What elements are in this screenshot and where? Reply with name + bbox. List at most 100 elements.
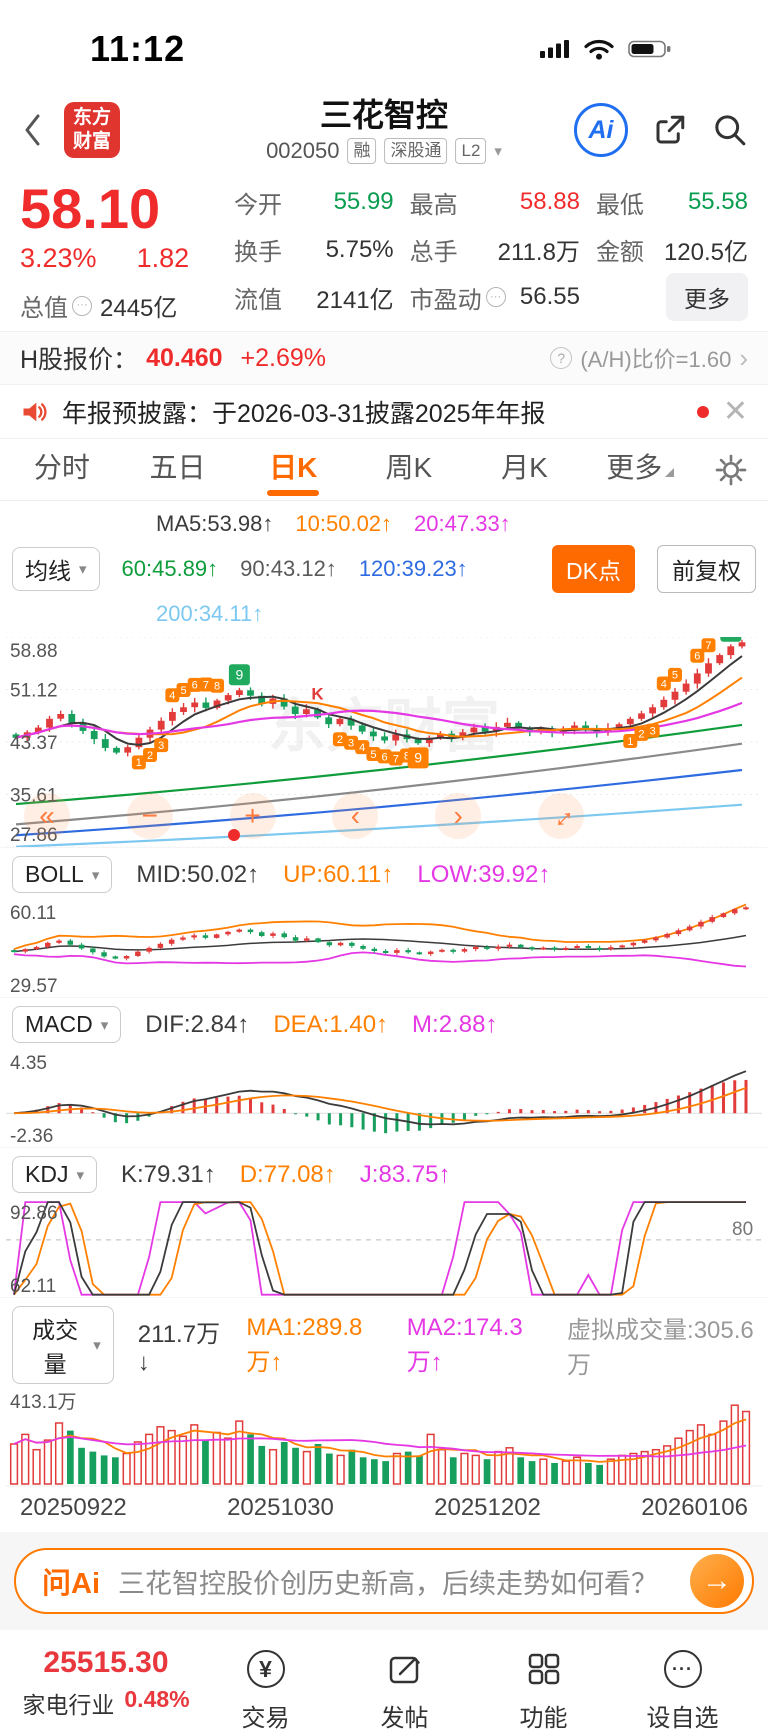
price-block: 58.10 3.23% 1.82 总值 ··· 2445亿 [20, 180, 234, 323]
kdj-d-value: D:77.08↑ [239, 1160, 336, 1188]
svg-text:5: 5 [180, 685, 186, 697]
volume-ma1-value: MA1:289.8万↑ [246, 1313, 363, 1376]
sz-connect-badge: 深股通 [384, 138, 448, 164]
ma-indicator-panel: MA5:53.98↑ 10:50.02↑ 20:47.33↑ 均线 ▾ 60:45… [0, 501, 768, 637]
nav-functions[interactable]: 功能 [474, 1646, 613, 1733]
macd-m-value: M:2.88↑ [412, 1010, 498, 1038]
macd-dif-value: DIF:2.84↑ [145, 1010, 250, 1038]
svg-text:43.37: 43.37 [10, 733, 58, 754]
info-icon[interactable]: ··· [485, 287, 506, 308]
more-button[interactable]: 更多 [666, 273, 748, 322]
zoom-in-button[interactable]: + [227, 793, 276, 842]
tab-five-day[interactable]: 五日 [149, 452, 206, 484]
tab-weekly-k[interactable]: 周K [385, 452, 433, 484]
zoom-out-button[interactable]: − [126, 793, 173, 840]
svg-text:6: 6 [192, 680, 198, 692]
volume-selector[interactable]: 成交量 ▾ [12, 1306, 114, 1385]
svg-text:5: 5 [370, 749, 376, 761]
nav-post[interactable]: 发帖 [335, 1646, 474, 1733]
svg-text:92.86: 92.86 [10, 1203, 58, 1224]
search-button[interactable] [712, 112, 748, 148]
nav-watchlist-label: 设自选 [646, 1705, 719, 1733]
svg-text:K: K [311, 685, 324, 704]
quote-field: 最高 58.88 [410, 180, 580, 224]
tab-monthly-k[interactable]: 月K [501, 452, 548, 484]
help-icon[interactable]: ? [550, 347, 573, 370]
tab-more[interactable]: 更多 [582, 439, 698, 500]
industry-index[interactable]: 25515.30 家电行业 0.48% [16, 1646, 196, 1720]
back-button[interactable] [20, 110, 64, 150]
pan-right-button[interactable]: › [435, 793, 482, 840]
ask-ai-bar[interactable]: 问Ai 三花智控股价创历史新高，后续走势如何看？ → [14, 1548, 754, 1615]
boll-low-value: LOW:39.92↑ [417, 860, 551, 888]
chart-period-tabs: 分时 五日 日K 周K 月K 更多 [0, 439, 768, 502]
tab-more-label: 更多 [606, 452, 663, 484]
hshare-bar[interactable]: H股报价： 40.460 +2.69% ? (A/H)比价=1.60 › [0, 331, 768, 386]
wifi-icon [584, 39, 614, 60]
info-icon[interactable]: ··· [72, 295, 92, 316]
field-value: 55.99 [333, 188, 394, 215]
chevron-down-icon[interactable]: ▾ [494, 143, 502, 160]
announcement-body: 于2026-03-31披露2025年年报 [212, 399, 546, 428]
volume-value: 211.7万↓ [137, 1320, 221, 1376]
kdj-selector[interactable]: KDJ ▾ [12, 1156, 97, 1194]
volume-chart[interactable]: 413.1万 [6, 1392, 762, 1488]
ai-assistant-button[interactable]: Ai [574, 103, 628, 157]
announcement-bar[interactable]: 年报预披露：于2026-03-31披露2025年年报 ✕ [0, 385, 768, 440]
index-change: 0.48% [124, 1686, 190, 1713]
ma-selector[interactable]: 均线 ▾ [12, 547, 100, 592]
stock-header: 三花智控 002050 融 深股通 L2 ▾ [266, 90, 502, 164]
boll-header: BOLL ▾ MID:50.02↑ UP:60.11↑ LOW:39.92↑ [0, 847, 768, 901]
dk-point-button[interactable]: DK点 [552, 545, 635, 594]
nav-trade[interactable]: ¥ 交易 [196, 1646, 335, 1733]
svg-text:62.11: 62.11 [10, 1276, 56, 1297]
bottom-nav: 25515.30 家电行业 0.48% ¥ 交易 发帖 功能 ··· 设自选 [0, 1630, 768, 1733]
x-label: 20251030 [227, 1494, 334, 1522]
kdj-k-value: K:79.31↑ [120, 1160, 216, 1188]
macd-chart[interactable]: 4.35 -2.36 [6, 1051, 762, 1147]
ma-selector-label: 均线 [25, 558, 71, 585]
hshare-label: H股报价： [20, 346, 139, 375]
ma20-value: 20:47.33↑ [414, 511, 511, 537]
tab-daily-k[interactable]: 日K [235, 439, 351, 500]
field-value: 56.55 [519, 283, 580, 311]
svg-text:60.11: 60.11 [10, 903, 56, 924]
macd-selector[interactable]: MACD ▾ [12, 1006, 122, 1044]
tab-intraday[interactable]: 分时 [33, 452, 90, 484]
volume-chart-plot: 413.1万 [6, 1392, 762, 1488]
svg-text:4: 4 [359, 742, 365, 754]
chart-settings-button[interactable] [698, 439, 764, 500]
svg-text:6: 6 [694, 651, 700, 663]
nav-watchlist[interactable]: ··· 设自选 [613, 1646, 752, 1733]
boll-selector[interactable]: BOLL ▾ [12, 856, 113, 894]
index-value: 25515.30 [43, 1646, 169, 1680]
fullscreen-button[interactable]: ↔ [537, 793, 584, 840]
quote-field: 流值 2141亿 [234, 275, 394, 319]
kdj-chart[interactable]: 80 92.86 62.11 [6, 1201, 762, 1297]
boll-chart[interactable]: 60.11 29.57 [6, 901, 762, 997]
close-icon[interactable]: ✕ [722, 394, 748, 428]
chevron-down-icon: ▾ [76, 1166, 84, 1184]
main-chart-plot: 东方财富123456789K234567891234567958.8851.12… [6, 637, 762, 848]
chevron-down-icon: ▾ [79, 561, 87, 579]
svg-text:-2.36: -2.36 [10, 1126, 53, 1147]
quote-field: 换手 5.75% [234, 228, 394, 272]
ah-ratio-block[interactable]: ? (A/H)比价=1.60 › [550, 342, 748, 374]
pan-left-button[interactable]: ‹ [332, 793, 379, 840]
svg-text:413.1万: 413.1万 [10, 1392, 77, 1413]
svg-text:2: 2 [638, 729, 644, 741]
adjust-mode-button[interactable]: 前复权 [657, 545, 756, 594]
svg-text:6: 6 [382, 751, 388, 763]
status-bar: 11:12 [0, 0, 768, 88]
fast-backward-button[interactable]: « [24, 793, 70, 840]
field-label: 金额 [595, 239, 644, 267]
field-label: 最高 [409, 191, 458, 219]
svg-text:3: 3 [158, 740, 164, 752]
ask-ai-submit-button[interactable]: → [690, 1554, 744, 1609]
main-chart[interactable]: 东方财富123456789K234567891234567958.8851.12… [6, 637, 762, 848]
share-button[interactable] [652, 112, 688, 148]
announcement-title: 年报预披露： [62, 399, 213, 428]
boll-name: BOLL [25, 861, 84, 888]
level2-badge: L2 [455, 138, 487, 164]
ma-row-1: MA5:53.98↑ 10:50.02↑ 20:47.33↑ [12, 511, 756, 537]
